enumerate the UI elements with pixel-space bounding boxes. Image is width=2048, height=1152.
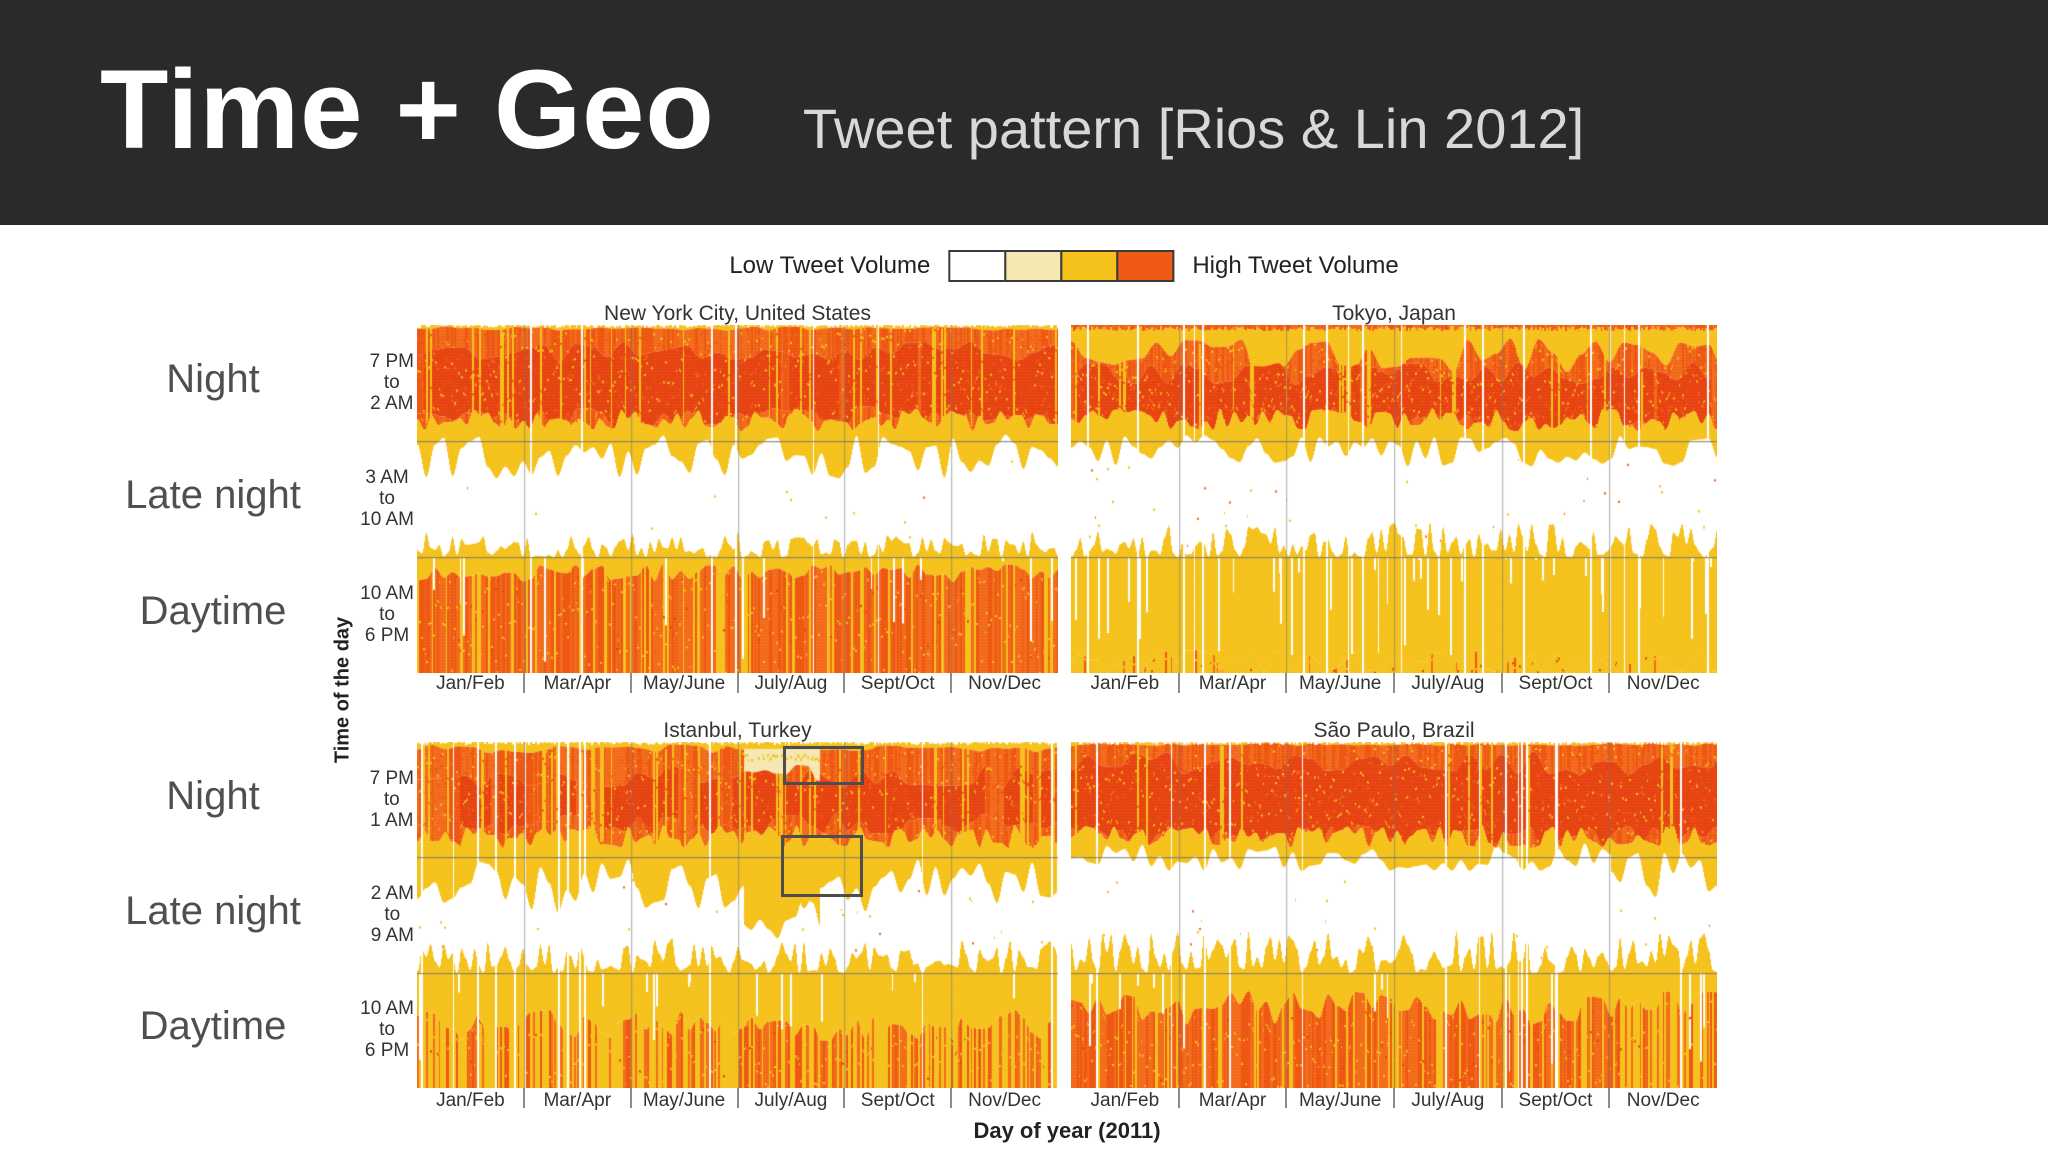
month-label: Mar/Apr bbox=[543, 1090, 612, 1111]
y-tick-line: to bbox=[383, 789, 400, 810]
y-axis-title: Time of the day bbox=[331, 616, 354, 764]
month-label: May/June bbox=[642, 673, 726, 694]
month-label: July/Aug bbox=[754, 1090, 828, 1111]
panel-title-1: Tokyo, Japan bbox=[1332, 302, 1456, 325]
tweet-pattern-figure: Time of the day Day of year (2011) New Y… bbox=[0, 225, 2048, 1152]
month-tick bbox=[950, 1088, 953, 1108]
month-tick bbox=[629, 673, 632, 693]
legend-swatch-1 bbox=[1004, 250, 1063, 282]
month-label: Jan/Feb bbox=[436, 1090, 505, 1111]
heatmap-0 bbox=[417, 325, 1058, 673]
y-tick-line: to bbox=[379, 1019, 395, 1040]
y-tick-line: to bbox=[383, 372, 400, 393]
month-label: May/June bbox=[1298, 673, 1382, 694]
y-tick-label: 7 PM to 1 AM bbox=[370, 768, 414, 831]
month-label: Nov/Dec bbox=[968, 1090, 1041, 1111]
month-label: Mar/Apr bbox=[1198, 1090, 1267, 1111]
band-label-late-night: Late night bbox=[125, 889, 301, 933]
month-tick bbox=[1500, 673, 1503, 693]
y-tick-line: to bbox=[379, 604, 395, 625]
month-tick bbox=[1177, 1088, 1180, 1108]
y-tick-line: 7 PM bbox=[369, 768, 414, 789]
heatmap-2 bbox=[417, 742, 1058, 1088]
month-label: July/Aug bbox=[754, 673, 828, 694]
month-tick bbox=[736, 1088, 739, 1108]
month-tick bbox=[1285, 1088, 1288, 1108]
panel-title-0: New York City, United States bbox=[604, 302, 871, 325]
highlight-box-1 bbox=[781, 835, 863, 897]
y-tick-line: 6 PM bbox=[364, 625, 410, 646]
y-tick-line: to bbox=[384, 904, 401, 925]
month-tick bbox=[522, 1088, 525, 1108]
highlight-box-0 bbox=[783, 746, 864, 785]
month-tick bbox=[1500, 1088, 1503, 1108]
y-tick-label: 10 AM to 6 PM bbox=[360, 583, 414, 646]
legend-swatch-3 bbox=[1116, 250, 1175, 282]
month-label: Sept/Oct bbox=[1518, 673, 1593, 694]
y-tick-label: 10 AM to 6 PM bbox=[360, 998, 414, 1061]
month-label: Nov/Dec bbox=[1626, 673, 1700, 694]
month-tick bbox=[522, 673, 525, 693]
band-label-daytime: Daytime bbox=[139, 1004, 287, 1048]
legend-high-label: High Tweet Volume bbox=[1192, 252, 1399, 279]
month-tick bbox=[629, 1088, 632, 1108]
month-label: Nov/Dec bbox=[968, 673, 1041, 694]
slide-subtitle: Tweet pattern [Rios & Lin 2012] bbox=[802, 97, 1585, 160]
band-label-daytime: Daytime bbox=[139, 589, 287, 633]
month-tick bbox=[1608, 673, 1611, 693]
legend-swatch-0 bbox=[948, 250, 1007, 282]
y-tick-line: 6 PM bbox=[364, 1040, 410, 1061]
month-label: Jan/Feb bbox=[436, 673, 505, 694]
x-axis-title: Day of year (2011) bbox=[973, 1118, 1161, 1143]
volume-legend: Low Tweet Volume High Tweet Volume bbox=[729, 250, 1399, 282]
month-label: May/June bbox=[1298, 1090, 1382, 1111]
y-tick-line: to bbox=[379, 488, 395, 509]
month-label: Sept/Oct bbox=[1518, 1090, 1593, 1111]
month-tick bbox=[1393, 1088, 1395, 1108]
y-tick-label: 7 PM to 2 AM bbox=[370, 351, 414, 414]
y-tick-line: 7 PM bbox=[369, 351, 414, 372]
month-label: Mar/Apr bbox=[1198, 673, 1267, 694]
month-label: July/Aug bbox=[1411, 673, 1485, 694]
month-label: July/Aug bbox=[1411, 1090, 1485, 1111]
legend-color-scale bbox=[948, 250, 1175, 282]
month-label: Sept/Oct bbox=[860, 673, 935, 694]
band-label-night: Night bbox=[166, 357, 260, 401]
month-label: Sept/Oct bbox=[860, 1090, 935, 1111]
month-tick bbox=[1177, 673, 1180, 693]
y-tick-label: 3 AM to 10 AM bbox=[360, 467, 414, 530]
panel-title-2: Istanbul, Turkey bbox=[663, 719, 812, 742]
y-tick-line: 10 AM bbox=[360, 509, 414, 530]
band-label-late-night: Late night bbox=[125, 473, 301, 517]
y-tick-label: 2 AM to 9 AM bbox=[371, 883, 414, 946]
month-tick bbox=[1285, 673, 1288, 693]
month-label: Nov/Dec bbox=[1626, 1090, 1700, 1111]
y-tick-line: 1 AM bbox=[370, 810, 414, 831]
y-tick-line: 2 AM bbox=[370, 393, 414, 414]
slide-header: Time + Geo Tweet pattern [Rios & Lin 201… bbox=[0, 0, 2048, 225]
y-tick-line: 10 AM bbox=[360, 998, 414, 1019]
y-tick-line: 2 AM bbox=[370, 883, 414, 904]
heatmap-3 bbox=[1071, 742, 1717, 1088]
y-tick-line: 3 AM bbox=[365, 467, 409, 488]
month-tick bbox=[1393, 673, 1395, 693]
month-tick bbox=[736, 673, 739, 693]
slide-title: Time + Geo bbox=[100, 47, 715, 172]
month-label: Jan/Feb bbox=[1090, 1090, 1160, 1111]
y-tick-line: 10 AM bbox=[360, 583, 414, 604]
legend-low-label: Low Tweet Volume bbox=[729, 252, 931, 279]
heatmap-1 bbox=[1071, 325, 1717, 673]
month-label: May/June bbox=[642, 1090, 726, 1111]
y-tick-line: 9 AM bbox=[370, 925, 414, 946]
panel-title-3: São Paulo, Brazil bbox=[1313, 719, 1475, 742]
month-tick bbox=[843, 673, 846, 693]
month-tick bbox=[843, 1088, 846, 1108]
month-label: Jan/Feb bbox=[1090, 673, 1160, 694]
band-label-night: Night bbox=[166, 774, 260, 818]
legend-swatch-2 bbox=[1060, 250, 1119, 282]
month-label: Mar/Apr bbox=[543, 673, 612, 694]
month-tick bbox=[1608, 1088, 1611, 1108]
month-tick bbox=[950, 673, 953, 693]
